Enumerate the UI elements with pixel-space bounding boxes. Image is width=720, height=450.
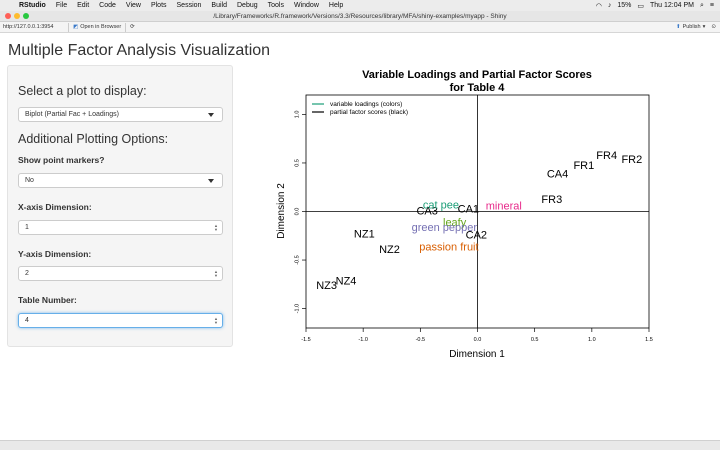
loading-point-label: green pepper	[412, 222, 478, 234]
chevron-down-icon	[208, 179, 214, 183]
search-icon[interactable]: ⌕	[699, 1, 704, 9]
x-tick-label: 0.0	[474, 337, 482, 343]
ydim-label: Y-axis Dimension:	[18, 249, 92, 259]
list-icon[interactable]: ≡	[709, 2, 714, 9]
x-dimension-value: 1	[25, 224, 29, 231]
menu-tools[interactable]: Tools	[267, 2, 284, 9]
chevron-down-icon: ▾	[702, 24, 706, 30]
publish-label: Publish	[682, 24, 701, 30]
page-title: Multiple Factor Analysis Visualization	[8, 42, 271, 59]
menu-debug[interactable]: Debug	[237, 2, 258, 9]
dock-strip	[0, 440, 720, 450]
y-tick-label: -0.5	[294, 255, 300, 264]
stepper-icon[interactable]: ▲ ▼	[214, 316, 218, 325]
loading-point-label: cat pee	[423, 200, 459, 212]
score-point-label: CA2	[466, 230, 487, 242]
menu-help[interactable]: Help	[328, 2, 344, 9]
plot-area-frame	[305, 94, 650, 329]
score-point-label: FR4	[596, 150, 617, 162]
xdim-label: X-axis Dimension:	[18, 202, 92, 212]
menu-file[interactable]: File	[55, 2, 68, 9]
score-point-label: NZ4	[336, 275, 357, 287]
x-tick-label: 1.5	[645, 337, 653, 343]
chart-title: Variable Loadings and Partial Factor Sco…	[362, 69, 592, 81]
markers-label: Show point markers?	[18, 155, 105, 165]
legend-entry: partial factor scores (black)	[330, 109, 408, 116]
wifi-icon[interactable]: ◠	[595, 2, 602, 10]
menu-build[interactable]: Build	[211, 2, 227, 9]
score-point-label: FR3	[541, 194, 562, 206]
y-axis-label: Dimension 2	[276, 183, 287, 239]
open-in-browser-button[interactable]: ◩ Open in Browser	[68, 22, 125, 32]
additional-options-heading: Additional Plotting Options:	[18, 132, 169, 146]
pin-icon[interactable]: ⊙	[711, 24, 716, 30]
zoom-window-button[interactable]	[23, 13, 29, 19]
status-tray: ◠ ♪ 15% ▭ Thu 12:04 PM ⌕ ≡	[596, 2, 720, 10]
y-tick-label: 1.0	[294, 111, 300, 119]
menu-bar: RStudio File Edit Code View Plots Sessio…	[0, 0, 720, 11]
publish-icon: ⬆	[675, 24, 681, 30]
table-number-value: 4	[25, 317, 29, 324]
loading-point-label: passion fruit	[419, 241, 478, 253]
loading-point-label: leafy	[443, 217, 467, 229]
volume-icon[interactable]: ♪	[607, 2, 612, 9]
y-dimension-input[interactable]: 2 ▲ ▼	[18, 266, 223, 281]
window-title: /Library/Frameworks/R.framework/Versions…	[213, 12, 507, 20]
legend-entry: variable loadings (colors)	[330, 101, 402, 108]
sidebar-panel: Select a plot to display: Biplot (Partia…	[7, 65, 233, 347]
score-point-label: NZ3	[316, 280, 337, 292]
refresh-button[interactable]: ⟳	[125, 22, 139, 32]
plot-type-select[interactable]: Biplot (Partial Fac + Loadings)	[18, 107, 223, 122]
y-tick-label: -1.0	[294, 304, 300, 313]
score-point-label: CA4	[547, 169, 568, 181]
clock[interactable]: Thu 12:04 PM	[650, 2, 694, 9]
score-point-label: CA1	[458, 203, 479, 215]
window-titlebar: /Library/Frameworks/R.framework/Versions…	[0, 11, 720, 22]
score-point-label: NZ2	[379, 244, 400, 256]
score-point-label: CA3	[416, 205, 437, 217]
point-markers-select[interactable]: No	[18, 173, 223, 188]
x-tick-label: -1.0	[358, 337, 367, 343]
refresh-icon: ⟳	[130, 24, 135, 30]
minimize-window-button[interactable]	[14, 13, 20, 19]
menu-edit[interactable]: Edit	[77, 2, 90, 9]
loading-point-label: mineral	[486, 201, 522, 213]
menu-app-rstudio[interactable]: RStudio	[19, 2, 46, 9]
table-number-label: Table Number:	[18, 295, 77, 305]
menu-session[interactable]: Session	[176, 2, 202, 9]
battery-icon[interactable]: ▭	[637, 2, 645, 10]
viewer-toolbar: http://127.0.0.1:3954 ◩ Open in Browser …	[0, 22, 720, 33]
y-tick-label: 0.0	[294, 208, 300, 216]
x-tick-label: -1.5	[301, 337, 310, 343]
browser-icon: ◩	[73, 24, 79, 30]
x-tick-label: 0.5	[531, 337, 539, 343]
select-plot-label: Select a plot to display:	[18, 84, 147, 98]
score-point-label: FR2	[621, 154, 642, 166]
window-controls	[0, 13, 29, 19]
chevron-down-icon	[208, 113, 214, 117]
x-axis-label: Dimension 1	[449, 349, 505, 360]
stepper-icon[interactable]: ▲ ▼	[214, 223, 218, 232]
menu-plots[interactable]: Plots	[150, 2, 167, 9]
point-markers-value: No	[25, 177, 34, 184]
stepper-icon[interactable]: ▲ ▼	[214, 269, 218, 278]
menu-window[interactable]: Window	[293, 2, 319, 9]
y-dimension-value: 2	[25, 270, 29, 277]
menu-code[interactable]: Code	[99, 2, 116, 9]
url-text[interactable]: http://127.0.0.1:3954	[3, 24, 54, 30]
score-point-label: NZ1	[354, 229, 375, 241]
plot-type-value: Biplot (Partial Fac + Loadings)	[25, 111, 119, 118]
chart-subtitle: for Table 4	[450, 82, 506, 94]
x-tick-label: 1.0	[588, 337, 596, 343]
open-in-browser-label: Open in Browser	[80, 24, 122, 30]
table-number-input[interactable]: 4 ▲ ▼	[18, 313, 223, 328]
x-dimension-input[interactable]: 1 ▲ ▼	[18, 220, 223, 235]
score-point-label: FR1	[573, 160, 594, 172]
close-window-button[interactable]	[5, 13, 11, 19]
y-tick-label: 0.5	[294, 159, 300, 167]
publish-button[interactable]: ⬆ Publish ▾	[676, 24, 711, 30]
menu-view[interactable]: View	[125, 2, 141, 9]
battery-percent: 15%	[617, 2, 632, 9]
x-tick-label: -0.5	[416, 337, 425, 343]
